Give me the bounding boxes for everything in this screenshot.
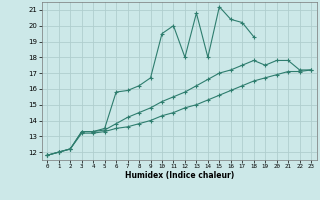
- X-axis label: Humidex (Indice chaleur): Humidex (Indice chaleur): [124, 171, 234, 180]
